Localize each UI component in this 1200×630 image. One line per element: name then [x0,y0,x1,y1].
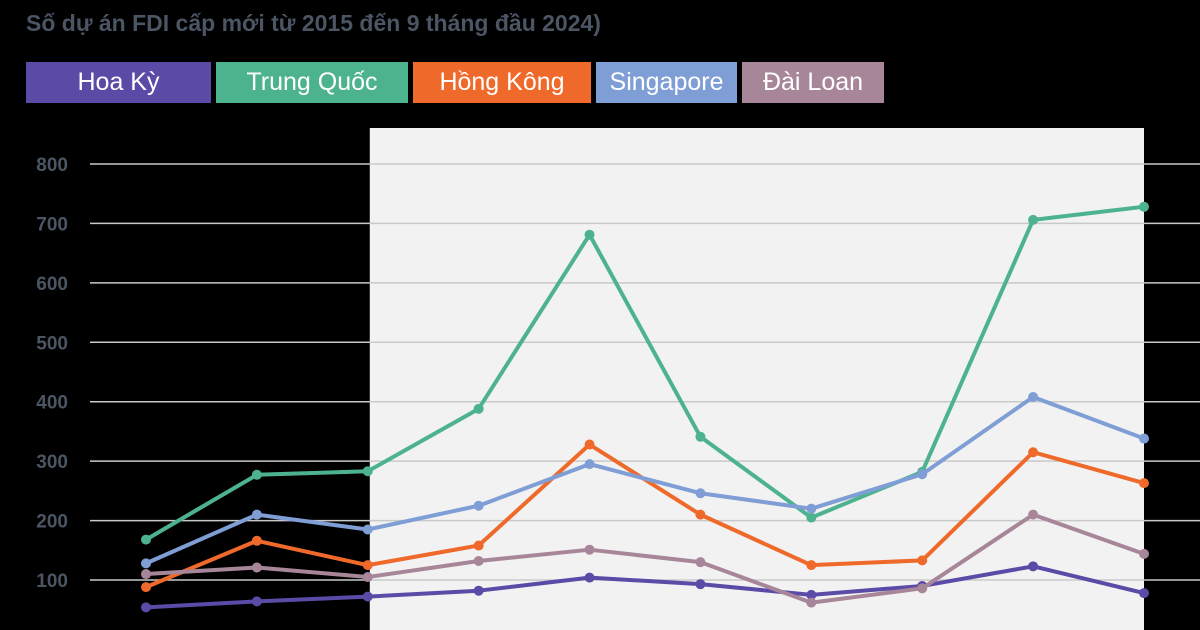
legend-item-hong-kong: Hồng Kông [413,62,591,103]
data-point [1139,433,1149,444]
data-point [917,555,928,566]
legend-item-singapore: Singapore [596,62,737,103]
y-tick-label: 100 [36,571,68,592]
data-point [251,509,262,520]
data-point [473,403,484,414]
data-point [584,229,595,240]
data-point [1139,478,1149,489]
legend-label: Singapore [609,68,724,96]
data-point [917,583,928,594]
data-point [695,509,706,520]
data-point [251,469,262,480]
y-tick-label: 400 [36,393,68,414]
data-point [695,557,706,568]
y-tick-label: 700 [36,214,68,235]
data-point [141,534,151,545]
series-line [144,204,1146,542]
data-point [1028,391,1039,402]
legend-label: Hồng Kông [439,68,565,96]
legend-label: Đài Loan [762,68,864,96]
data-point [473,540,484,551]
data-point [1028,561,1039,572]
series-line [144,394,1146,566]
data-point [695,431,706,442]
y-tick-label: 300 [36,452,68,473]
data-point [1139,201,1149,212]
data-point [917,469,928,480]
legend-label: Hoa Kỳ [77,68,160,96]
data-point [806,503,817,514]
data-point [806,512,817,523]
legend-item-hoa-ky: Hoa Kỳ [26,62,211,103]
y-tick-label: 200 [36,512,68,533]
data-point [473,585,484,596]
data-point [141,602,151,613]
data-point [362,591,373,602]
data-point [251,596,262,607]
data-point [584,459,595,470]
series-line [144,564,1146,610]
data-point [1028,214,1039,225]
legend-item-dai-loan: Đài Loan [742,62,884,103]
y-tick-label: 500 [36,333,68,354]
data-point [1139,588,1149,599]
data-point [695,579,706,590]
chart-title: Số dự án FDI cấp mới từ 2015 đến 9 tháng… [26,10,601,36]
data-point [806,597,817,608]
y-tick-label: 600 [36,274,68,295]
chart-legend: Hoa Kỳ Trung Quốc Hồng Kông Singapore Đà… [26,62,884,103]
series-line [144,512,1146,605]
legend-label: Trung Quốc [246,68,378,96]
data-point [473,555,484,566]
highlight-region [369,128,1144,630]
data-point [362,572,373,583]
data-point [584,439,595,450]
data-point [584,544,595,555]
legend-item-trung-quoc: Trung Quốc [216,62,408,103]
data-point [473,500,484,511]
data-point [141,582,151,593]
data-point [695,488,706,499]
data-point [251,562,262,573]
data-point [1139,548,1149,559]
data-point [362,560,373,571]
data-point [584,572,595,583]
data-point [362,466,373,477]
data-point [141,558,151,569]
y-tick-label: 800 [36,155,68,176]
data-point [1028,447,1039,458]
data-point [806,560,817,571]
data-point [251,535,262,546]
data-point [806,589,817,600]
data-point [1028,509,1039,520]
data-point [362,524,373,535]
data-point [141,569,151,580]
